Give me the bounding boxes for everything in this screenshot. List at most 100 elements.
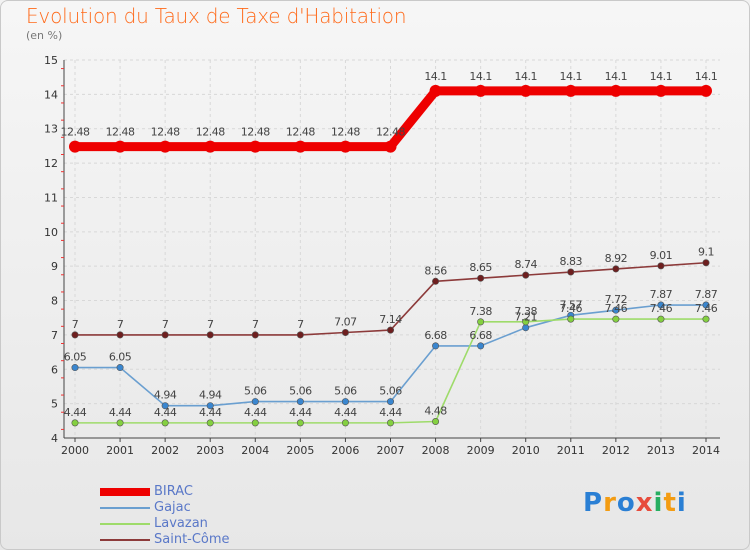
data-label: 7.38 <box>469 305 492 318</box>
x-tick-label: 2002 <box>151 444 179 457</box>
chart-subtitle: (en %) <box>26 29 63 42</box>
data-point <box>296 419 304 427</box>
data-point <box>432 342 440 350</box>
y-tick-label: 4 <box>51 432 58 445</box>
data-point <box>384 140 397 153</box>
data-point <box>657 301 665 309</box>
x-tick-label: 2004 <box>241 444 269 457</box>
data-point <box>249 140 262 153</box>
x-tick-label: 2001 <box>106 444 134 457</box>
data-point <box>161 419 169 427</box>
data-label: 12.48 <box>331 126 360 139</box>
data-point <box>522 324 530 332</box>
data-point <box>564 84 577 97</box>
data-point <box>251 398 259 406</box>
x-tick-label: 2003 <box>196 444 224 457</box>
data-label: 12.48 <box>151 126 180 139</box>
chart-legend: BIRAC Gajac Lavazan Saint-Côme <box>100 485 320 549</box>
data-label: 4.44 <box>334 406 357 419</box>
data-point <box>657 262 665 270</box>
logo-letter: x <box>635 488 654 518</box>
data-label: 7 <box>162 318 169 331</box>
data-point <box>702 259 710 267</box>
data-point <box>341 398 349 406</box>
data-label: 8.83 <box>560 255 583 268</box>
y-tick-label: 5 <box>51 398 58 411</box>
data-point <box>341 419 349 427</box>
data-point <box>609 84 622 97</box>
y-tick-label: 6 <box>51 363 58 376</box>
logo-letter: i <box>653 488 664 518</box>
data-point <box>116 419 124 427</box>
data-label: 7 <box>252 318 259 331</box>
data-label: 14.1 <box>695 70 718 83</box>
data-point <box>71 331 79 339</box>
data-label: 8.74 <box>514 258 537 271</box>
data-label: 4.44 <box>154 406 177 419</box>
data-label: 7 <box>207 318 214 331</box>
data-label: 7.21 <box>514 311 537 324</box>
data-point <box>204 140 217 153</box>
data-point <box>702 315 710 323</box>
legend-item: Gajac <box>100 501 320 517</box>
data-point <box>567 268 575 276</box>
data-label: 6.05 <box>64 351 87 364</box>
data-point <box>71 419 79 427</box>
logo-letter: o <box>616 488 636 518</box>
data-point <box>386 398 394 406</box>
data-label: 8.65 <box>469 261 492 274</box>
y-tick-label: 11 <box>44 191 58 204</box>
legend-item: Lavazan <box>100 517 320 533</box>
data-label: 14.1 <box>514 70 537 83</box>
legend-label: Lavazan <box>154 516 208 531</box>
data-label: 14.1 <box>560 70 583 83</box>
data-point <box>612 315 620 323</box>
data-point <box>612 265 620 273</box>
chart-title: Evolution du Taux de Taxe d'Habitation <box>26 4 407 28</box>
data-label: 7.87 <box>695 288 718 301</box>
data-label: 5.06 <box>334 385 357 398</box>
data-label: 12.48 <box>376 126 405 139</box>
x-tick-label: 2006 <box>331 444 359 457</box>
data-label: 14.1 <box>650 70 673 83</box>
data-label: 7.72 <box>605 293 628 306</box>
legend-swatch <box>100 523 150 525</box>
data-point <box>612 306 620 314</box>
data-point <box>702 301 710 309</box>
x-tick-label: 2007 <box>377 444 405 457</box>
data-label: 7.87 <box>650 288 673 301</box>
data-point <box>432 418 440 426</box>
data-label: 4.44 <box>379 406 402 419</box>
x-tick-label: 2005 <box>286 444 314 457</box>
data-label: 9.1 <box>698 246 714 259</box>
data-label: 7.14 <box>379 313 402 326</box>
data-point <box>429 84 442 97</box>
x-tick-label: 2008 <box>422 444 450 457</box>
x-tick-label: 2013 <box>647 444 675 457</box>
x-tick-label: 2014 <box>692 444 720 457</box>
legend-item: Saint-Côme <box>100 533 320 549</box>
legend-swatch <box>100 488 150 496</box>
data-label: 5.06 <box>379 385 402 398</box>
data-label: 7.46 <box>650 302 673 315</box>
data-label: 7.38 <box>514 305 537 318</box>
y-tick-label: 12 <box>44 157 58 170</box>
data-point <box>386 326 394 334</box>
data-label: 8.56 <box>424 264 447 277</box>
data-label: 7 <box>72 318 79 331</box>
data-point <box>69 140 81 153</box>
x-tick-label: 2009 <box>467 444 495 457</box>
data-point <box>251 331 259 339</box>
data-label: 5.06 <box>289 385 312 398</box>
data-point <box>116 364 124 372</box>
data-point <box>654 84 667 97</box>
data-point <box>700 84 712 97</box>
legend-label: Gajac <box>154 500 191 515</box>
data-point <box>294 140 307 153</box>
data-label: 4.44 <box>289 406 312 419</box>
data-label: 4.44 <box>199 406 222 419</box>
x-tick-label: 2000 <box>61 444 89 457</box>
data-label: 14.1 <box>469 70 492 83</box>
data-point <box>477 342 485 350</box>
